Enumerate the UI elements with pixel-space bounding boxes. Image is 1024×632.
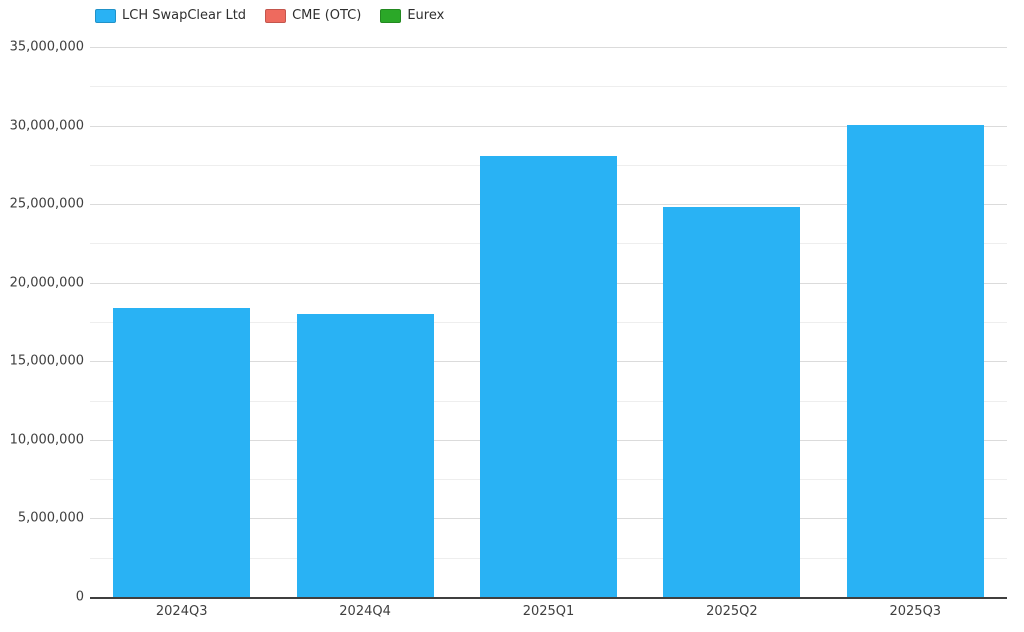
- x-axis-tick-label: 2025Q1: [522, 604, 575, 619]
- legend-swatch-lch-swapclear-ltd: [95, 8, 116, 23]
- y-axis-tick-label: 15,000,000: [9, 353, 84, 369]
- legend-swatch-cme-otc: [265, 8, 287, 23]
- gridline-minor: [90, 86, 1007, 88]
- legend-item-cme-otc[interactable]: CME (OTC): [265, 8, 361, 23]
- bar-2025q1-lch-swapclear-ltd[interactable]: [480, 156, 617, 597]
- x-axis-tick-label: 2024Q3: [155, 604, 208, 619]
- y-axis: 0 5,000,000 10,000,000 15,000,000 20,000,000…: [0, 40, 84, 605]
- x-axis: 2024Q3 2024Q4 2025Q1 2025Q2 2025Q3: [90, 604, 1007, 624]
- bar-2025q3-lch-swapclear-ltd[interactable]: [846, 124, 984, 597]
- gridline-major: [90, 47, 1007, 48]
- y-axis-tick-label: 30,000,000: [9, 118, 84, 134]
- bar-2025q2-lch-swapclear-ltd[interactable]: [663, 207, 801, 597]
- gridline-major: [90, 125, 1007, 127]
- y-axis-tick-label: 20,000,000: [9, 275, 84, 291]
- x-axis-tick-label: 2025Q3: [889, 604, 942, 619]
- x-axis-tick-label: 2024Q4: [339, 604, 391, 619]
- y-axis-tick-label: 5,000,000: [17, 510, 84, 526]
- legend-swatch-eurex: [380, 8, 402, 23]
- y-axis-tick-label: 25,000,000: [9, 196, 84, 212]
- bar-2024q3-lch-swapclear-ltd[interactable]: [113, 307, 251, 597]
- y-axis-tick-label: 35,000,000: [9, 39, 84, 55]
- bar-2024q4-lch-swapclear-ltd[interactable]: [296, 314, 434, 597]
- chart-legend: LCH SwapClear Ltd CME (OTC) Eurex: [95, 8, 444, 23]
- y-axis-tick-label: 0: [75, 589, 84, 605]
- legend-label: Eurex: [407, 8, 445, 23]
- plot-area: [90, 47, 1007, 599]
- legend-label: CME (OTC): [292, 8, 362, 23]
- legend-label: LCH SwapClear Ltd: [122, 8, 247, 23]
- legend-item-lch-swapclear-ltd[interactable]: LCH SwapClear Ltd: [95, 8, 246, 23]
- x-axis-tick-label: 2025Q2: [706, 604, 758, 619]
- y-axis-tick-label: 10,000,000: [9, 432, 84, 448]
- legend-item-eurex[interactable]: Eurex: [380, 8, 444, 23]
